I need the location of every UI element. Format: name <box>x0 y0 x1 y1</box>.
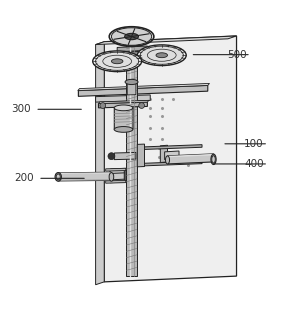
Ellipse shape <box>112 28 152 45</box>
Circle shape <box>139 103 144 109</box>
Circle shape <box>108 153 115 160</box>
Polygon shape <box>99 102 147 108</box>
Ellipse shape <box>166 156 170 164</box>
Polygon shape <box>99 100 149 104</box>
Text: 200: 200 <box>14 173 34 183</box>
Ellipse shape <box>114 126 133 132</box>
Ellipse shape <box>125 79 138 84</box>
Text: 400: 400 <box>244 159 264 169</box>
Polygon shape <box>96 42 104 285</box>
Polygon shape <box>104 36 236 282</box>
Polygon shape <box>78 85 208 96</box>
Ellipse shape <box>114 105 133 111</box>
Text: 300: 300 <box>11 104 31 114</box>
Polygon shape <box>127 82 136 95</box>
Polygon shape <box>110 168 126 170</box>
Polygon shape <box>78 84 210 91</box>
Ellipse shape <box>55 173 61 181</box>
Polygon shape <box>142 161 202 166</box>
Polygon shape <box>125 40 138 45</box>
Polygon shape <box>112 51 153 56</box>
Ellipse shape <box>212 156 215 163</box>
Circle shape <box>100 103 106 109</box>
Polygon shape <box>168 154 214 157</box>
Ellipse shape <box>140 46 183 64</box>
Text: 100: 100 <box>244 139 264 149</box>
Polygon shape <box>101 53 173 58</box>
Polygon shape <box>106 180 126 183</box>
Ellipse shape <box>56 174 60 180</box>
Polygon shape <box>126 45 137 276</box>
Polygon shape <box>110 170 124 183</box>
Polygon shape <box>114 108 133 129</box>
Ellipse shape <box>125 33 138 40</box>
Ellipse shape <box>112 59 123 64</box>
Ellipse shape <box>156 53 168 58</box>
Polygon shape <box>96 95 150 102</box>
Polygon shape <box>114 152 136 160</box>
Polygon shape <box>117 46 147 52</box>
Polygon shape <box>168 154 214 164</box>
Ellipse shape <box>137 45 186 66</box>
Ellipse shape <box>96 52 139 70</box>
Ellipse shape <box>211 154 216 164</box>
Polygon shape <box>160 145 168 162</box>
Polygon shape <box>58 172 112 181</box>
Polygon shape <box>58 179 112 181</box>
Ellipse shape <box>93 51 142 72</box>
Polygon shape <box>137 144 144 167</box>
Text: 500: 500 <box>227 50 246 60</box>
Polygon shape <box>142 145 202 150</box>
Polygon shape <box>58 172 112 174</box>
Polygon shape <box>96 36 236 45</box>
Ellipse shape <box>109 173 114 181</box>
Polygon shape <box>124 168 126 182</box>
Polygon shape <box>106 168 126 171</box>
Polygon shape <box>165 151 179 160</box>
